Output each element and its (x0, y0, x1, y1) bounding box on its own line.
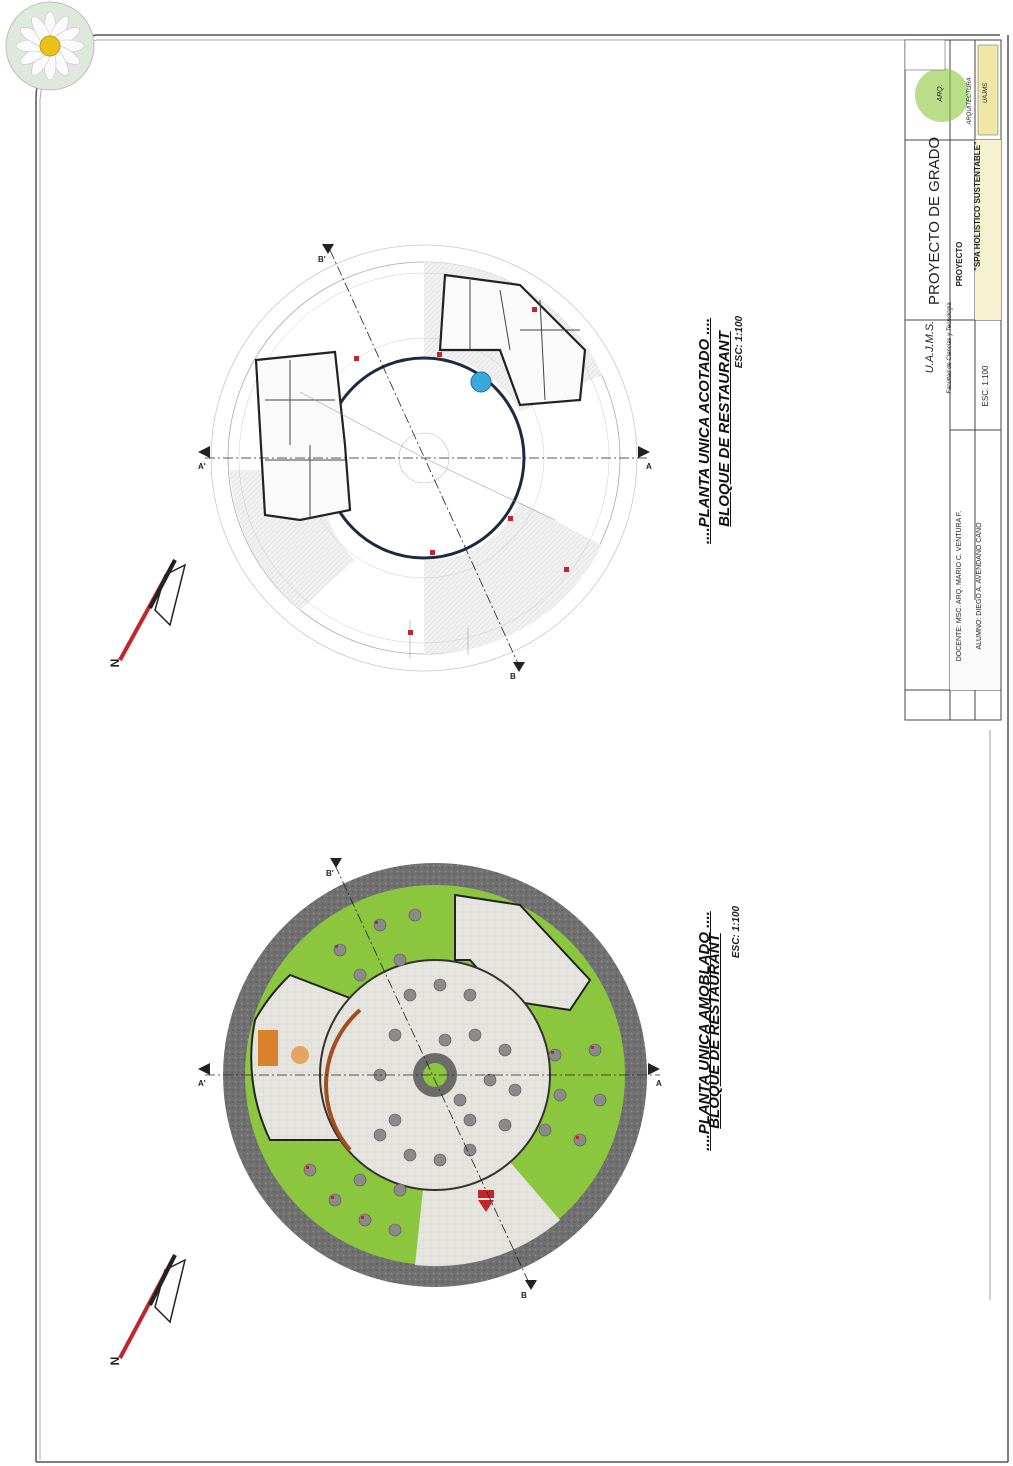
alumno-name: ALUMNO: DIEGO A. AVENDAÑO CANO (976, 522, 983, 650)
section-marker-a-prime-2 (198, 1063, 210, 1075)
faculty-name: Facultad de Ciencias y Tecnologia (947, 302, 953, 394)
section-label-a-prime-1: A' (198, 462, 206, 471)
university-name: U.A.J.M.S. (924, 320, 936, 374)
section-label-b-2: B (521, 1291, 527, 1300)
north-label: N (108, 658, 122, 668)
project-name: "SPA HOLISTICO SUSTENTABLE" (973, 141, 982, 271)
floor-plan-dimensioned (205, 244, 648, 672)
docente-name: DOCENTE: MSC. ARQ. MARIO C. VENTURA F. (956, 510, 963, 662)
section-marker-a-prime-1 (198, 446, 210, 458)
section-label-a-1: A (646, 462, 652, 471)
section-label-b-1: B (510, 672, 516, 681)
title-block (904, 39, 1002, 1300)
section-label-a-2: A (656, 1079, 662, 1088)
section-marker-b-prime-1 (322, 244, 334, 254)
career-sub: UAJMS (983, 82, 989, 104)
section-label-a-prime-2: A' (198, 1079, 206, 1088)
career-text: ARQUITECTURA (967, 77, 973, 125)
section-marker-a-1 (638, 446, 650, 458)
section-label-b-prime-2: B' (326, 869, 334, 878)
project-heading: PROYECTO DE GRADO (926, 136, 943, 305)
title-block-scale: ESC. 1:100 (981, 365, 990, 407)
project-label: PROYECTO (955, 241, 964, 287)
drawing-1-scale: ESC: 1:100 (734, 315, 745, 369)
north-arrow-icon (118, 1254, 187, 1359)
daisy-flower-icon (5, 1, 95, 91)
north-arrow-icon (118, 559, 187, 661)
logo-text: ARQ. (937, 84, 944, 102)
floor-plan-furnished (205, 863, 660, 1287)
sheet-frame (35, 34, 1009, 1463)
drawing-1-title: ....PLANTA UNICA ACOTADO .... (696, 317, 713, 545)
drawing-2-subtitle: BLOQUE DE RESTAURANT (706, 933, 723, 1129)
section-marker-b-prime-2 (330, 858, 342, 868)
drawing-2-scale: ESC: 1:100 (731, 905, 742, 959)
north-label: N (108, 1356, 122, 1366)
section-marker-a-2 (648, 1063, 660, 1075)
section-marker-b-2 (525, 1280, 537, 1290)
section-label-b-prime-1: B' (318, 255, 326, 264)
section-marker-b-1 (513, 662, 525, 672)
entry-arrow-icon (478, 1190, 494, 1212)
